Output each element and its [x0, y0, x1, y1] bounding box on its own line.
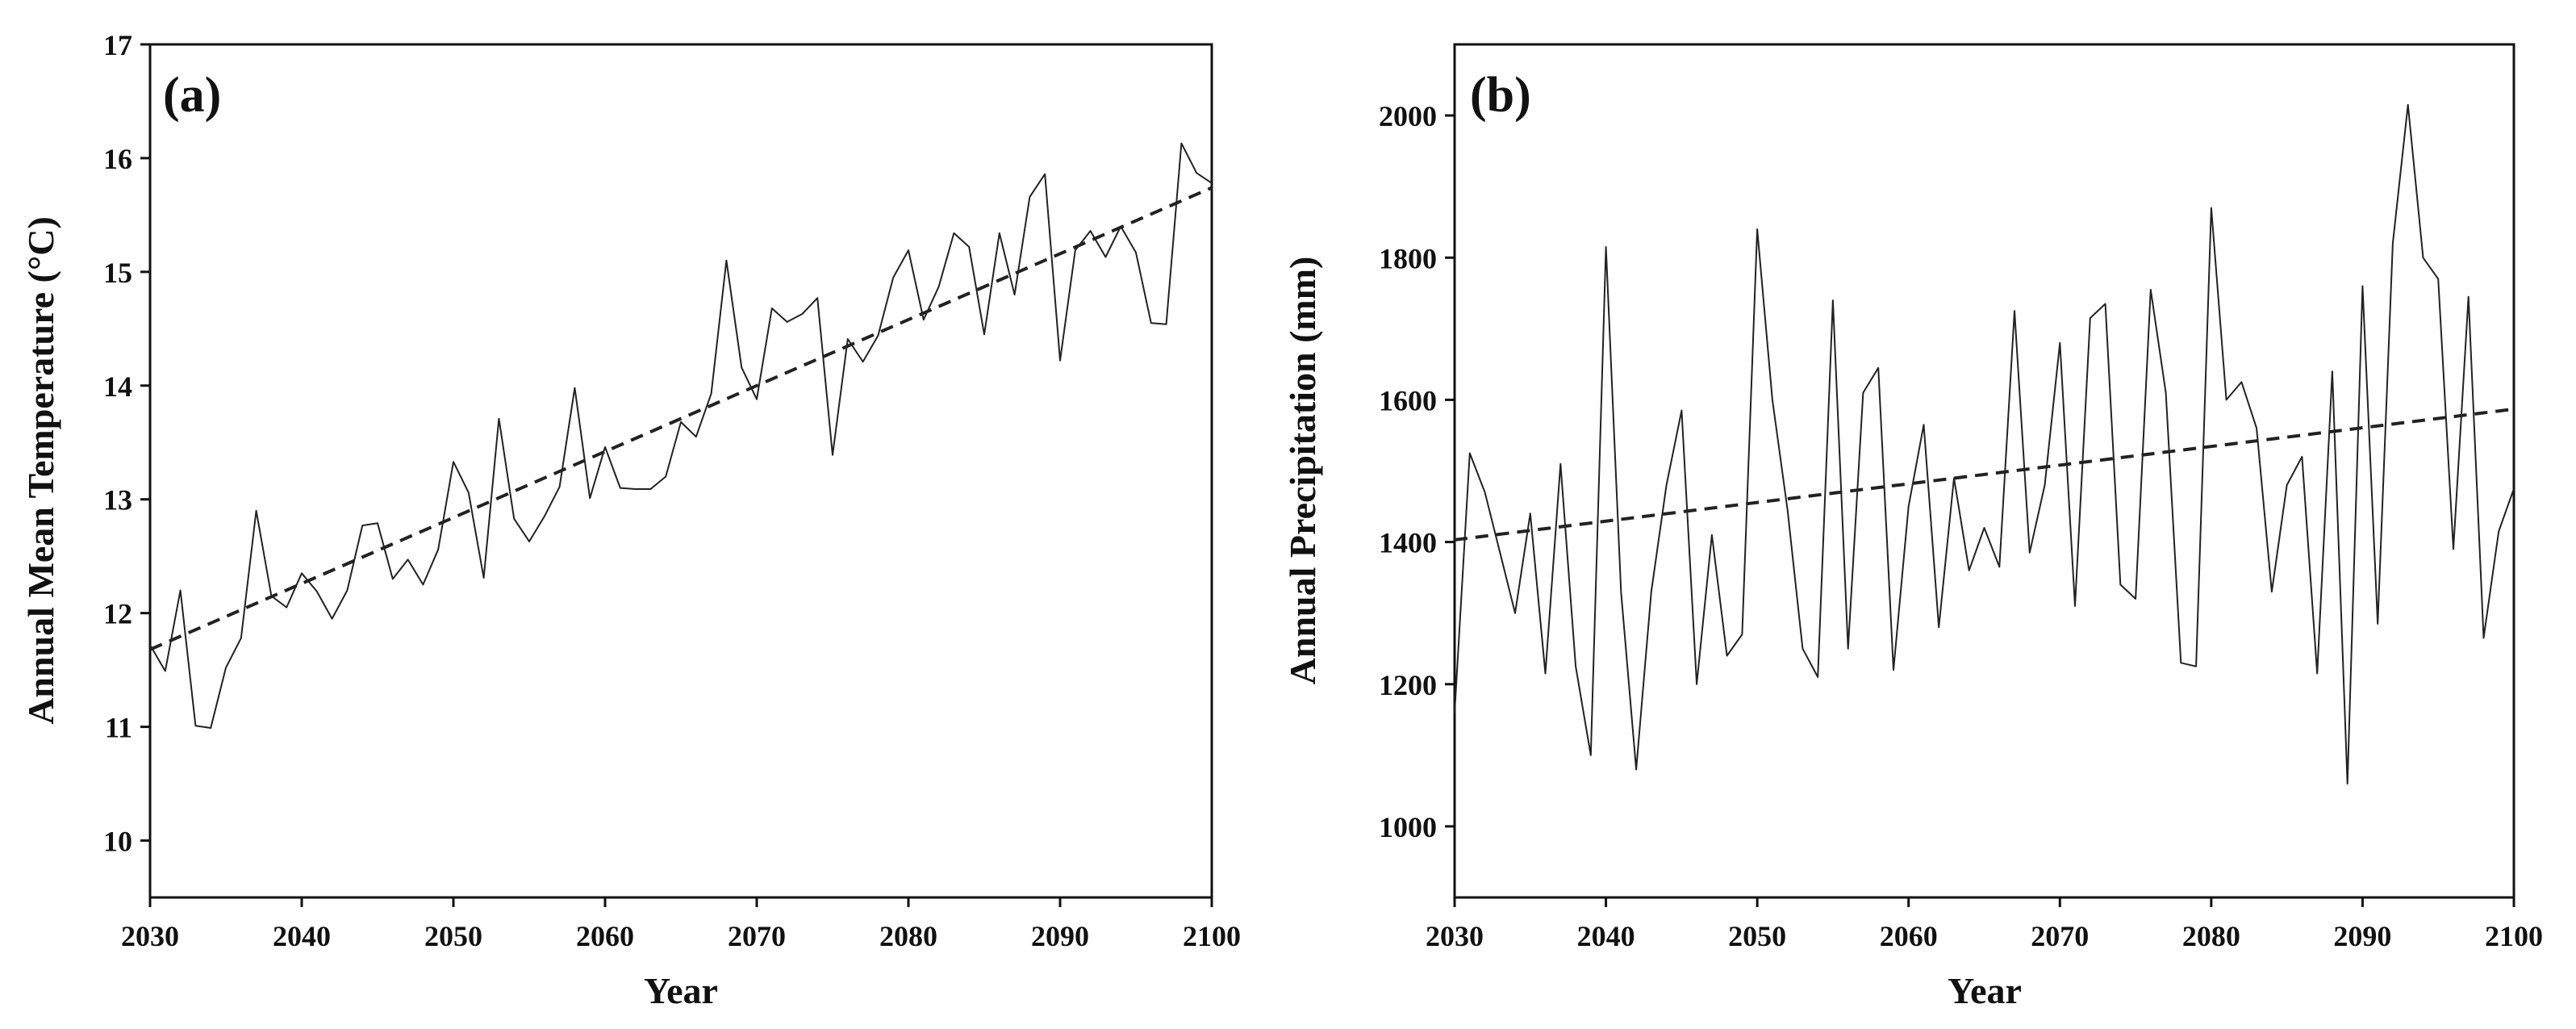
y-tick-label: 10 — [103, 826, 132, 858]
panel-label: (b) — [1470, 68, 1531, 123]
x-tick-label: 2040 — [1577, 920, 1635, 952]
x-tick-label: 2070 — [728, 920, 786, 952]
x-tick-label: 2060 — [1880, 920, 1938, 952]
y-tick-label: 1600 — [1379, 384, 1437, 416]
y-tick-label: 12 — [103, 598, 132, 630]
trend-line — [149, 186, 1213, 651]
x-tick-label: 2100 — [1183, 920, 1241, 952]
series-layer — [149, 142, 1213, 729]
x-tick-label: 2050 — [1728, 920, 1786, 952]
y-tick-label: 2000 — [1379, 100, 1437, 132]
x-tick-label: 2090 — [1031, 920, 1089, 952]
x-tick-label: 2040 — [273, 920, 331, 952]
y-tick-label: 11 — [105, 712, 132, 744]
trend-line — [1454, 407, 2515, 542]
y-tick-label: 1000 — [1379, 811, 1437, 843]
y-tick-label: 1200 — [1379, 669, 1437, 701]
x-axis-ticks: 2030 2040 2050 2060 2070 2080 2090 2100 — [121, 897, 1241, 952]
y-tick-label: 1800 — [1379, 242, 1437, 274]
x-axis-ticks: 2030 2040 2050 2060 2070 2080 2090 2100 — [1426, 897, 2543, 952]
x-tick-label: 2030 — [1426, 920, 1484, 952]
x-tick-label: 2060 — [576, 920, 634, 952]
data-line — [149, 142, 1213, 729]
panel-precipitation: 1000 1200 1400 1600 1800 2000 2030 2040 2050 206… — [1282, 43, 2543, 1011]
y-axis-ticks: 1000 1200 1400 1600 1800 2000 — [1379, 100, 1455, 843]
series-layer — [1454, 103, 2515, 785]
y-tick-label: 16 — [103, 143, 132, 175]
y-tick-label: 15 — [103, 257, 132, 289]
plot-frame — [1453, 43, 2515, 899]
x-tick-label: 2080 — [2182, 920, 2240, 952]
y-axis-title: Annual Precipitation (mm) — [1282, 257, 1323, 685]
y-axis-title: Annual Mean Temperature (°C) — [20, 216, 61, 725]
x-tick-label: 2070 — [2031, 920, 2089, 952]
x-tick-label: 2080 — [879, 920, 937, 952]
x-axis-title: Year — [644, 970, 718, 1011]
y-tick-label: 17 — [103, 29, 132, 61]
plot-frame — [148, 43, 1213, 899]
x-axis-title: Year — [1948, 970, 2022, 1011]
data-line — [1454, 103, 2515, 785]
x-tick-label: 2100 — [2485, 920, 2543, 952]
x-tick-label: 2090 — [2333, 920, 2391, 952]
y-tick-label: 13 — [103, 484, 132, 517]
y-tick-label: 14 — [103, 370, 132, 403]
panel-label: (a) — [163, 68, 221, 123]
x-tick-label: 2050 — [424, 920, 482, 952]
y-axis-ticks: 10 11 12 13 14 15 16 17 — [103, 29, 150, 858]
y-tick-label: 1400 — [1379, 527, 1437, 559]
x-tick-label: 2030 — [121, 920, 179, 952]
panel-temperature: 10 11 12 13 14 15 16 17 2030 2040 2050 2060 2070 208… — [20, 29, 1241, 1011]
